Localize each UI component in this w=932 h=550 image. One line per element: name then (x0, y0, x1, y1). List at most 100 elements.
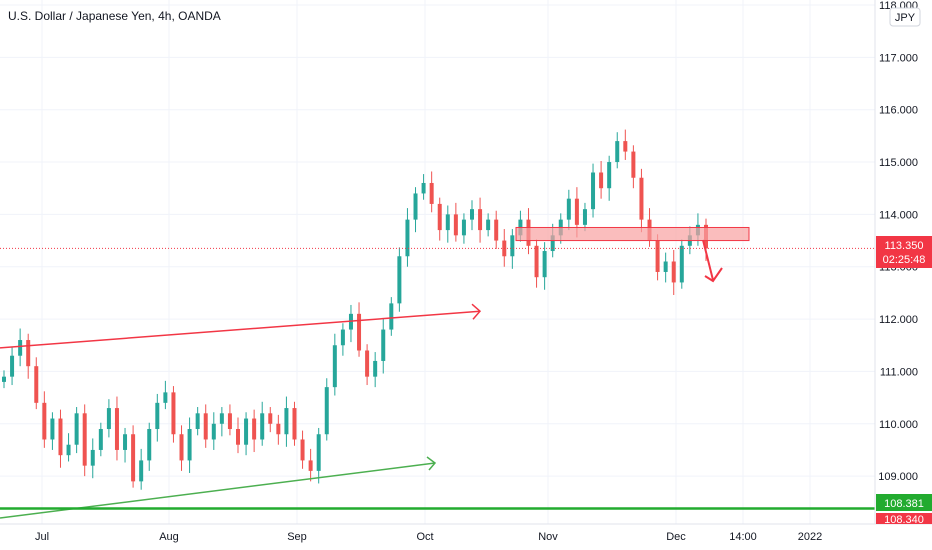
projection-arrowhead (704, 267, 723, 283)
candle-body (655, 240, 660, 272)
candle-body (494, 219, 499, 241)
resistance-zone[interactable] (515, 226, 750, 242)
price-tick-label: 115.000 (879, 157, 918, 169)
candle-body (373, 360, 378, 377)
time-tick-label: Sep (287, 531, 307, 543)
candle-body (187, 429, 192, 461)
candle-body (252, 418, 257, 440)
candle-body (445, 214, 450, 231)
candle-body (639, 177, 644, 220)
candle-body (591, 172, 596, 210)
candle-body (114, 408, 119, 450)
candle-body (179, 434, 184, 461)
candle-body (292, 408, 297, 440)
candles (2, 129, 708, 490)
candle-body (332, 345, 337, 388)
candle-body (461, 219, 466, 236)
cut-price-value: 108.340 (884, 514, 924, 526)
candle-body (227, 413, 232, 430)
candle-body (324, 387, 329, 435)
candle-body (679, 245, 684, 283)
resistance-trend-line[interactable] (0, 310, 481, 349)
candle-body (82, 413, 87, 466)
time-tick-label: Jul (35, 531, 49, 543)
candle-body (50, 418, 55, 440)
candle-body (98, 429, 103, 450)
support-price-tag: 108.381 (876, 494, 932, 511)
candle-body (615, 141, 620, 163)
candle-body (437, 203, 442, 231)
candle-body (453, 214, 458, 236)
time-tick-label: 14:00 (729, 531, 757, 543)
candle-body (566, 198, 571, 220)
price-tick-label: 110.000 (879, 419, 918, 431)
time-tick-label: Dec (666, 531, 686, 543)
candle-body (405, 219, 410, 257)
candle-body (381, 329, 386, 361)
candle-body (413, 193, 418, 220)
support-arrowhead (426, 456, 437, 471)
candle-body (219, 413, 224, 424)
candle-body (300, 439, 305, 461)
cut-price-tag: 108.340 (876, 513, 932, 526)
candle-body (34, 366, 39, 403)
candle-body (308, 460, 313, 471)
last-price-value: 113.350 (885, 240, 924, 252)
candle-body (195, 413, 200, 430)
candle-body (260, 413, 265, 440)
price-tick-label: 116.000 (879, 105, 918, 117)
candle-body (365, 350, 370, 377)
price-tick-label: 117.000 (879, 52, 918, 64)
time-tick-label: Aug (159, 531, 179, 543)
time-tick-label: Oct (416, 531, 433, 543)
candle-body (599, 172, 604, 189)
candle-body (623, 141, 628, 152)
candle-body (2, 376, 6, 382)
candle-body (631, 151, 636, 178)
currency-badge[interactable]: JPY (889, 7, 921, 27)
candle-body (582, 209, 587, 225)
candle-body (671, 261, 676, 283)
time-axis[interactable]: Jul Aug Sep Oct Nov Dec 14:00 2022 (35, 531, 822, 543)
price-tick-label: 109.000 (878, 471, 918, 483)
candle-body (268, 413, 273, 424)
time-tick-label: Nov (538, 531, 558, 543)
projection-arrow[interactable] (702, 239, 714, 281)
candle-body (389, 303, 394, 330)
candle-body (147, 429, 152, 461)
candle-body (74, 413, 79, 445)
bar-countdown: 02:25:48 (883, 254, 926, 266)
candle-body (357, 313, 362, 351)
candle-body (486, 219, 491, 231)
candle-body (510, 235, 515, 257)
chart-title: U.S. Dollar / Japanese Yen, 4h, OANDA (8, 9, 221, 23)
candle-body (276, 423, 281, 435)
candle-body (10, 355, 15, 377)
support-price-value: 108.381 (884, 498, 924, 510)
candle-body (58, 418, 63, 456)
candle-body (139, 460, 144, 482)
time-tick-label: 2022 (798, 531, 822, 543)
time-axis-bg (0, 524, 932, 550)
candle-body (478, 209, 483, 231)
candle-body (316, 434, 321, 471)
drawings[interactable] (0, 226, 875, 519)
candle-body (340, 329, 345, 346)
candle-body (244, 418, 249, 445)
candle-body (26, 340, 31, 367)
candle-body (534, 245, 539, 278)
resistance-arrowhead (471, 303, 482, 320)
price-tick-label: 114.000 (879, 209, 918, 221)
candle-body (42, 402, 47, 440)
candle-body (284, 408, 289, 435)
candle-body (18, 340, 23, 356)
candle-body (470, 209, 474, 220)
candle-body (574, 198, 579, 225)
candle-body (550, 235, 555, 252)
candle-body (607, 162, 612, 189)
candle-body (66, 444, 71, 456)
candle-body (203, 413, 208, 440)
candle-body (236, 429, 240, 445)
candle-body (663, 261, 668, 272)
